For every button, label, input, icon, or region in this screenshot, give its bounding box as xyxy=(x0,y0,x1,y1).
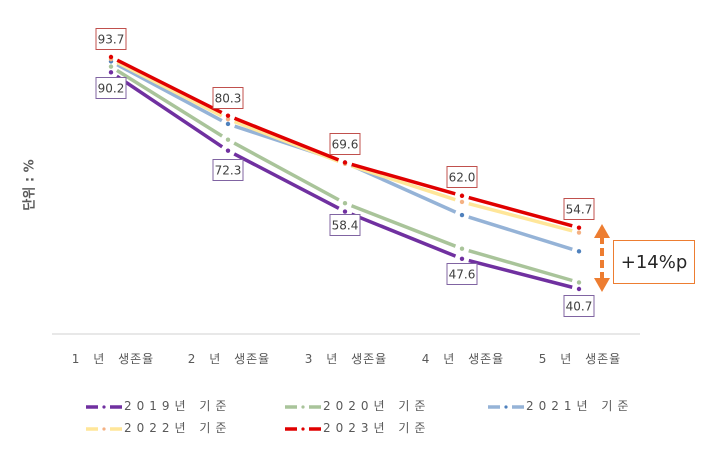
data-label-2023: 62.0 xyxy=(446,166,478,188)
data-point-marker xyxy=(459,193,465,198)
gap-arrow-icon xyxy=(594,224,610,292)
svg-text:62.0: 62.0 xyxy=(449,171,476,185)
svg-text:47.6: 47.6 xyxy=(449,268,476,282)
data-point-marker xyxy=(342,201,348,206)
data-label-2023: 80.3 xyxy=(212,87,244,109)
legend-item-2021: 2021년 기준 xyxy=(488,397,633,414)
legend-swatch-2019 xyxy=(86,401,122,411)
data-point-marker xyxy=(459,256,465,261)
data-labels: 93.7 80.3 69.6 62.0 54.7 90.2 72.3 58.4 47.6 40.7 xyxy=(95,28,595,317)
data-point-marker xyxy=(108,54,114,60)
data-point-marker xyxy=(576,249,582,254)
svg-text:69.6: 69.6 xyxy=(332,138,359,152)
data-point-marker xyxy=(108,64,114,69)
svg-text:80.3: 80.3 xyxy=(215,92,242,106)
data-label-2023: 54.7 xyxy=(563,198,595,220)
x-tick-3: 3 년 생존율 xyxy=(304,352,388,366)
svg-text:58.4: 58.4 xyxy=(332,219,359,233)
svg-text:90.2: 90.2 xyxy=(98,82,125,96)
data-point-marker xyxy=(225,137,231,142)
series-2023 xyxy=(108,54,582,230)
series-2019 xyxy=(108,70,582,292)
data-point-marker xyxy=(225,116,231,122)
legend-swatch-2021 xyxy=(488,401,524,411)
legend-item-2022: 2022년 기준 xyxy=(86,419,231,436)
data-point-marker xyxy=(342,209,348,214)
data-label-2019: 72.3 xyxy=(212,159,244,181)
data-point-marker xyxy=(576,286,582,292)
data-label-2019: 47.6 xyxy=(446,263,478,285)
data-label-2023: 69.6 xyxy=(329,133,361,155)
x-tick-1: 1 년 생존율 xyxy=(71,352,155,366)
data-point-marker xyxy=(459,246,465,251)
y-axis-label: 단위 : % xyxy=(22,159,38,211)
data-point-marker xyxy=(576,230,582,235)
legend-label: 2023년 기준 xyxy=(323,421,431,435)
legend-item-2020: 2020년 기준 xyxy=(285,397,430,414)
x-tick-4: 4 년 생존율 xyxy=(421,352,505,366)
data-point-marker xyxy=(342,160,348,165)
legend-label: 2021년 기준 xyxy=(526,399,634,413)
legend-swatch-2023 xyxy=(285,423,321,433)
data-label-2019: 40.7 xyxy=(563,295,595,317)
svg-text:93.7: 93.7 xyxy=(98,33,125,47)
data-point-marker xyxy=(225,113,231,118)
data-point-marker xyxy=(576,225,582,230)
gap-callout: +14%p xyxy=(613,240,695,284)
x-tick-5: 5 년 생존율 xyxy=(538,352,622,366)
data-point-marker xyxy=(576,280,582,285)
data-point-marker xyxy=(459,212,465,218)
data-label-2019: 90.2 xyxy=(95,77,127,99)
legend-label: 2020년 기준 xyxy=(323,399,431,413)
data-point-marker xyxy=(459,199,465,205)
series-2020 xyxy=(108,64,582,285)
legend-item-2023: 2023년 기준 xyxy=(285,419,430,436)
legend-label: 2019년 기준 xyxy=(124,399,232,413)
legend-item-2019: 2019년 기준 xyxy=(86,397,231,414)
data-point-marker xyxy=(225,121,231,127)
svg-text:40.7: 40.7 xyxy=(566,300,593,314)
svg-text:54.7: 54.7 xyxy=(566,203,593,217)
data-point-marker xyxy=(225,148,231,153)
data-label-2019: 58.4 xyxy=(329,214,361,236)
data-label-2023: 93.7 xyxy=(95,28,127,50)
legend-swatch-2022 xyxy=(86,423,122,433)
svg-text:72.3: 72.3 xyxy=(215,164,242,178)
series-lines xyxy=(108,54,582,292)
data-point-marker xyxy=(108,70,114,75)
x-tick-2: 2 년 생존율 xyxy=(187,352,271,366)
legend-swatch-2020 xyxy=(285,401,321,411)
legend-label: 2022년 기준 xyxy=(124,421,232,435)
